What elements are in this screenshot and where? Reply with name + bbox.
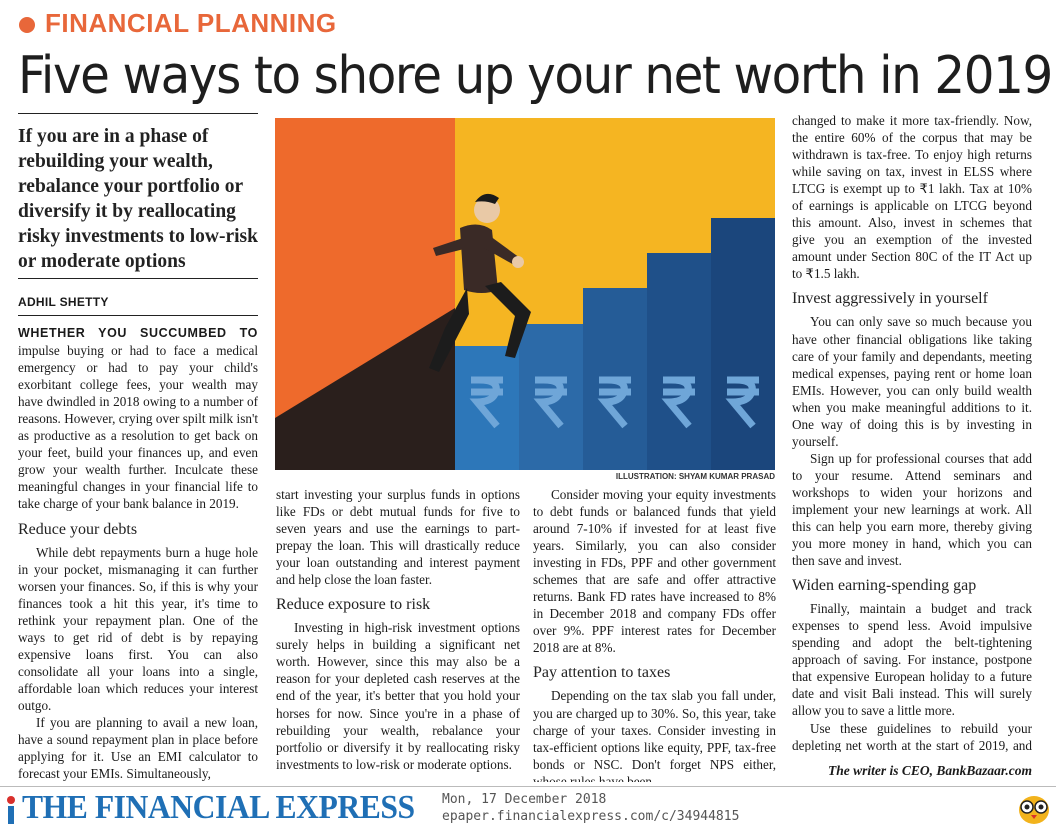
section-label: FINANCIAL PLANNING — [45, 8, 337, 38]
paragraph: changed to make it more tax-friendly. No… — [792, 112, 1032, 282]
paragraph-text: changed to make it more tax-friendly. No… — [792, 113, 1032, 282]
subheading: Reduce exposure to risk — [276, 596, 431, 614]
paragraph: Consider moving your equity investments … — [533, 486, 776, 656]
paragraph-text: Sign up for professional courses that ad… — [792, 450, 1032, 569]
subheading: Invest aggressively in yourself — [792, 290, 988, 308]
column: Consider moving your equity investments … — [533, 486, 776, 782]
paragraph: WHETHER YOU SUCCUMBED TO impulse buying … — [18, 324, 258, 513]
section-dot — [19, 17, 35, 33]
owl-icon — [1019, 796, 1049, 824]
masthead: THE FINANCIAL EXPRESS — [22, 789, 415, 826]
paragraph: Finally, maintain a budget and track exp… — [792, 600, 1032, 719]
paragraph-text: You can only save so much because you ha… — [792, 314, 1032, 449]
paragraph-text: Depending on the tax slab you fall under… — [533, 688, 776, 782]
paragraph: Sign up for professional courses that ad… — [792, 450, 1032, 569]
paragraph: You can only save so much because you ha… — [792, 313, 1032, 449]
rule — [18, 113, 258, 114]
paragraph-text: While debt repayments burn a huge hole i… — [18, 544, 258, 713]
lead-in: WHETHER YOU SUCCUMBED TO — [18, 326, 258, 340]
rule — [18, 315, 258, 316]
figure — [429, 193, 531, 372]
step — [647, 253, 711, 470]
paragraph-text: Finally, maintain a budget and track exp… — [792, 601, 1032, 719]
rupee-icons — [469, 376, 759, 429]
paragraph: Investing in high-risk investment option… — [276, 619, 520, 772]
headline: Five ways to shore up your net worth in … — [18, 46, 1053, 106]
paragraph: If you are planning to avail a new loan,… — [18, 714, 258, 782]
edition-url: epaper.financialexpress.com/c/34944815 — [442, 809, 740, 824]
illustration — [275, 118, 775, 470]
paragraph-text: impulse buying or had to face a medical … — [18, 343, 258, 512]
column: changed to make it more tax-friendly. No… — [792, 112, 1032, 752]
edition-date: Mon, 17 December 2018 — [442, 792, 607, 807]
paragraph-text: Use these guidelines to rebuild your dep… — [792, 720, 1032, 753]
paragraph: Depending on the tax slab you fall under… — [533, 687, 776, 782]
paragraph: While debt repayments burn a huge hole i… — [18, 544, 258, 714]
paragraph-text: Consider moving your equity investments … — [533, 487, 776, 656]
rule — [18, 278, 258, 279]
column: WHETHER YOU SUCCUMBED TO impulse buying … — [18, 324, 258, 782]
paragraph-text: start investing your surplus funds in op… — [276, 487, 520, 588]
slope — [275, 308, 455, 470]
paragraph: Use these guidelines to rebuild your dep… — [792, 720, 1032, 753]
paragraph: start investing your surplus funds in op… — [276, 486, 520, 588]
paragraph-text: If you are planning to avail a new loan,… — [18, 714, 258, 782]
column: start investing your surplus funds in op… — [276, 486, 520, 782]
illustration-credit: ILLUSTRATION: SHYAM KUMAR PRASAD — [615, 472, 775, 481]
step — [455, 346, 519, 470]
footer-rule — [0, 786, 1056, 787]
paragraph-text: Investing in high-risk investment option… — [276, 620, 520, 772]
masthead-icon — [7, 796, 15, 824]
subheading: Pay attention to taxes — [533, 664, 671, 682]
subheading: Reduce your debts — [18, 520, 138, 538]
byline: ADHIL SHETTY — [18, 295, 109, 309]
step — [711, 218, 775, 470]
deck: If you are in a phase of rebuilding your… — [18, 126, 258, 272]
signoff: The writer is CEO, BankBazaar.com — [827, 763, 1032, 778]
subheading: Widen earning-spending gap — [792, 577, 977, 595]
